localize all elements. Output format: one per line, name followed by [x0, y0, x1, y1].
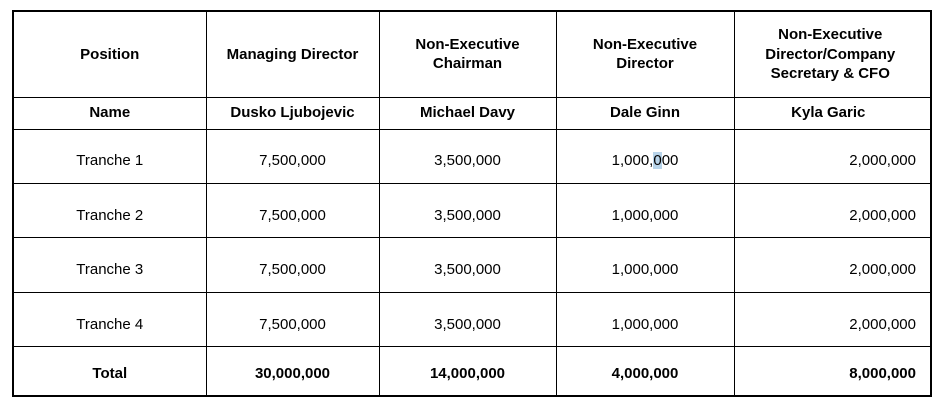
value-cell: 3,500,000 [378, 237, 557, 293]
table-row: Tranche 3 7,500,000 3,500,000 1,000,000 2,00… [12, 237, 932, 293]
row-label: Name [12, 96, 207, 130]
total-cell: 30,000,000 [205, 346, 380, 397]
name-cell: Dusko Ljubojevic [205, 96, 380, 130]
row-label: Tranche 1 [12, 128, 207, 184]
value-cell: 7,500,000 [205, 237, 380, 293]
header-cell: Non-Executive Chairman [378, 10, 557, 98]
row-label: Tranche 3 [12, 237, 207, 293]
value-cell: 2,000,000 [733, 237, 932, 293]
value-cell: 3,500,000 [378, 182, 557, 239]
header-cell: Position [12, 10, 207, 98]
header-cell: Managing Director [205, 10, 380, 98]
table-row: Tranche 2 7,500,000 3,500,000 1,000,000 2,00… [12, 182, 932, 239]
table-row: Tranche 1 7,500,000 3,500,000 1,000,000 2,00… [12, 128, 932, 184]
header-cell: Non-Executive Director/Company Secretary… [733, 10, 932, 98]
name-row: Name Dusko Ljubojevic Michael Davy Dale Gin… [12, 96, 932, 130]
value-cell: 3,500,000 [378, 291, 557, 348]
value-cell: 1,000,000 [555, 128, 735, 184]
value-cell: 1,000,000 [555, 182, 735, 239]
value-cell: 2,000,000 [733, 291, 932, 348]
value-cell: 7,500,000 [205, 291, 380, 348]
total-row: Total 30,000,000 14,000,000 4,000,000 8,000,… [12, 346, 932, 397]
total-cell: 4,000,000 [555, 346, 735, 397]
table-row: Tranche 4 7,500,000 3,500,000 1,000,000 2,00… [12, 291, 932, 348]
name-cell: Kyla Garic [733, 96, 932, 130]
value-cell: 3,500,000 [378, 128, 557, 184]
value-cell: 7,500,000 [205, 182, 380, 239]
value-cell: 1,000,000 [555, 237, 735, 293]
value-cell: 2,000,000 [733, 128, 932, 184]
header-cell: Non-Executive Director [555, 10, 735, 98]
row-label: Tranche 4 [12, 291, 207, 348]
selection-highlight: 0 [653, 152, 662, 170]
name-cell: Dale Ginn [555, 96, 735, 130]
value-cell: 1,000,000 [555, 291, 735, 348]
table-body: Position Managing Director Non-Executive C… [12, 10, 932, 397]
row-label: Tranche 2 [12, 182, 207, 239]
value-cell: 2,000,000 [733, 182, 932, 239]
name-cell: Michael Davy [378, 96, 557, 130]
value-cell: 7,500,000 [205, 128, 380, 184]
table-header-row: Position Managing Director Non-Executive C… [12, 10, 932, 98]
row-label: Total [12, 346, 207, 397]
total-cell: 8,000,000 [733, 346, 932, 397]
remuneration-table: Position Managing Director Non-Executive C… [12, 10, 932, 397]
total-cell: 14,000,000 [378, 346, 557, 397]
